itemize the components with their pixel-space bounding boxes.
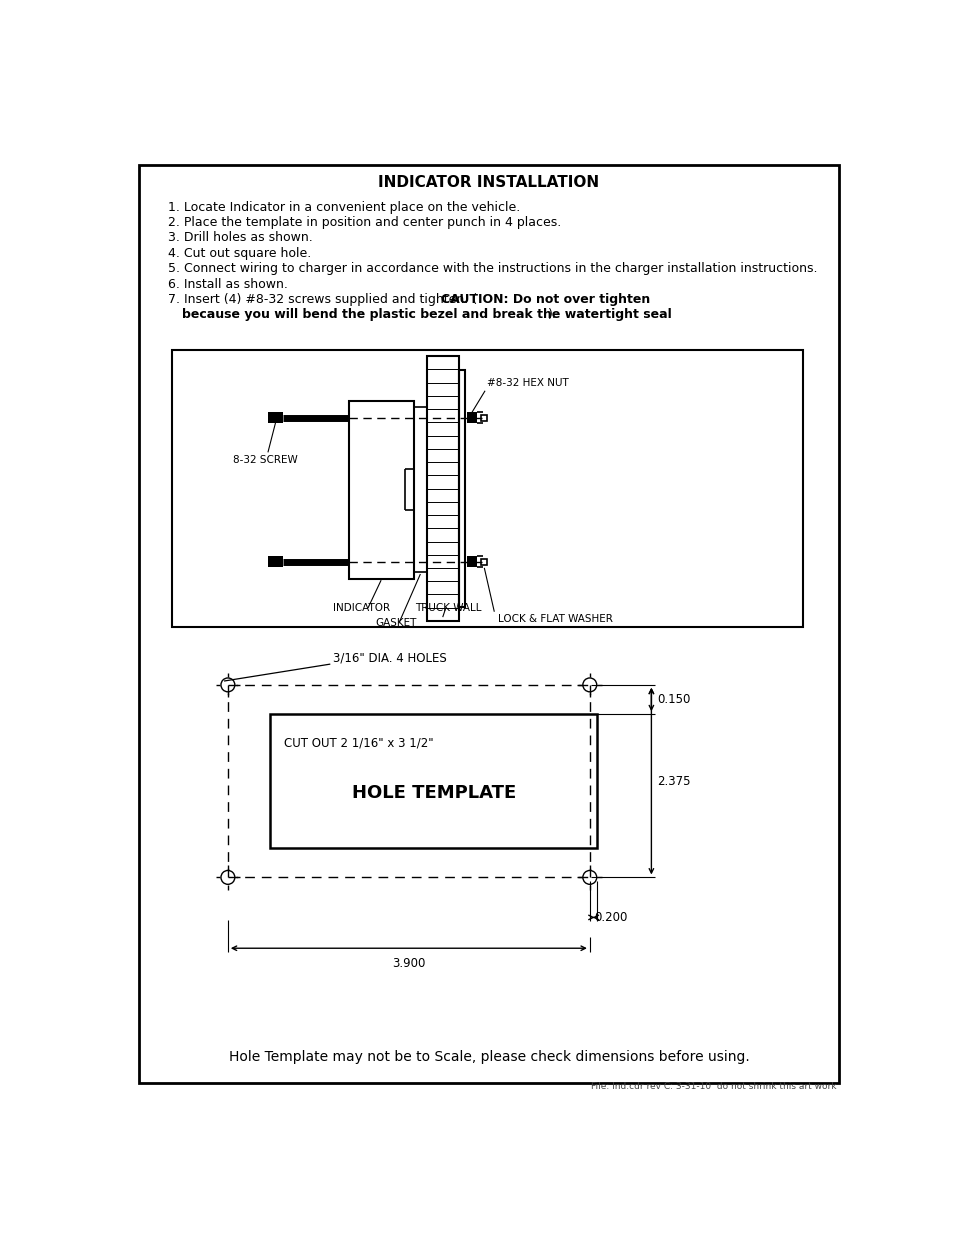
Text: File: Ind.cdr rev C: 3-31-10  do not shrink this art work: File: Ind.cdr rev C: 3-31-10 do not shri… (590, 1082, 836, 1091)
Bar (349, 401, 414, 579)
Text: 3/16" DIA. 4 HOLES: 3/16" DIA. 4 HOLES (333, 651, 447, 664)
Text: Hole Template may not be to Scale, please check dimensions before using.: Hole Template may not be to Scale, pleas… (229, 1050, 748, 1063)
Text: GASKET: GASKET (375, 619, 416, 629)
Text: 3.900: 3.900 (392, 957, 425, 971)
Bar (172, 350, 802, 627)
Text: HOLE TEMPLATE: HOLE TEMPLATE (352, 784, 516, 802)
Text: TRUCK WALL: TRUCK WALL (415, 603, 481, 613)
Bar (458, 370, 464, 608)
Text: #8-32 HEX NUT: #8-32 HEX NUT (486, 378, 568, 388)
Text: because you will bend the plastic bezel and break the watertight seal: because you will bend the plastic bezel … (181, 309, 671, 321)
Text: ).: ). (548, 309, 557, 321)
Text: CAUTION: Do not over tighten: CAUTION: Do not over tighten (440, 293, 650, 306)
Text: 4. Cut out square hole.: 4. Cut out square hole. (168, 247, 311, 259)
Bar (480, 415, 487, 421)
Text: 1. Locate Indicator in a convenient place on the vehicle.: 1. Locate Indicator in a convenient plac… (168, 200, 519, 214)
Text: INDICATOR: INDICATOR (333, 603, 390, 613)
Text: 0.150: 0.150 (657, 693, 690, 706)
Bar (414, 406, 426, 573)
Text: INDICATOR INSTALLATION: INDICATOR INSTALLATION (378, 175, 598, 190)
Bar (270, 714, 597, 848)
Text: LOCK & FLAT WASHER: LOCK & FLAT WASHER (497, 615, 613, 625)
Text: 6. Install as shown.: 6. Install as shown. (168, 278, 288, 290)
Text: 7. Insert (4) #8-32 screws supplied and tighten. (: 7. Insert (4) #8-32 screws supplied and … (168, 293, 476, 306)
Text: 3. Drill holes as shown.: 3. Drill holes as shown. (168, 231, 313, 245)
Bar (480, 558, 487, 564)
Bar (268, 556, 283, 567)
Text: 5. Connect wiring to charger in accordance with the instructions in the charger : 5. Connect wiring to charger in accordan… (168, 262, 817, 275)
Bar (268, 412, 283, 424)
Text: 2.375: 2.375 (657, 774, 690, 788)
Text: 2. Place the template in position and center punch in 4 places.: 2. Place the template in position and ce… (168, 216, 560, 228)
Text: 0.200: 0.200 (594, 911, 627, 924)
Bar (467, 412, 476, 424)
Text: CUT OUT 2 1/16" x 3 1/2": CUT OUT 2 1/16" x 3 1/2" (284, 737, 434, 750)
Bar (426, 356, 458, 621)
Text: 8-32 SCREW: 8-32 SCREW (233, 454, 297, 466)
Bar (467, 556, 476, 567)
